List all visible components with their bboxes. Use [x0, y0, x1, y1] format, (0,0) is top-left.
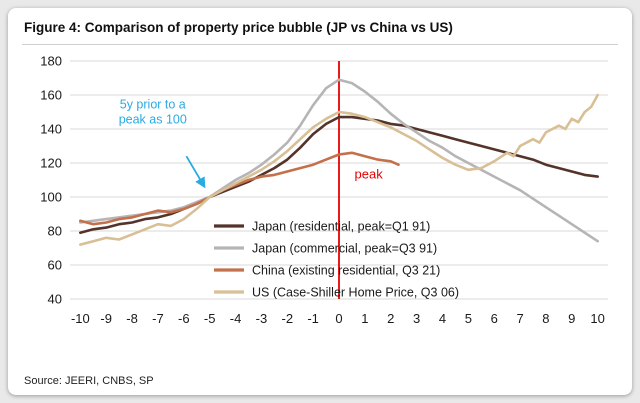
x-tick-label: 4	[439, 311, 446, 326]
y-tick-label: 160	[40, 88, 62, 103]
y-tick-label: 140	[40, 122, 62, 137]
x-tick-label: 6	[491, 311, 498, 326]
legend-label-japan-commercial: Japan (commercial, peak=Q3 91)	[252, 242, 437, 256]
x-tick-label: 5	[465, 311, 472, 326]
legend: Japan (residential, peak=Q1 91) Japan (co…	[214, 220, 459, 300]
chart-card: Figure 4: Comparison of property price b…	[8, 8, 632, 395]
x-tick-label: 10	[590, 311, 604, 326]
y-tick-label: 80	[48, 224, 62, 239]
x-tick-label: 1	[361, 311, 368, 326]
x-tick-label: -3	[256, 311, 268, 326]
series-china-existing-residential	[78, 151, 400, 226]
x-tick-label: 7	[516, 311, 523, 326]
peak-label: peak	[355, 166, 384, 181]
x-tick-label: -10	[71, 311, 90, 326]
series-us-case-shiller	[78, 93, 600, 246]
x-tick-label: 2	[387, 311, 394, 326]
legend-label-china-existing-residential: China (existing residential, Q3 21)	[252, 264, 440, 278]
x-tick-label: -1	[307, 311, 319, 326]
x-tick-label: -2	[281, 311, 293, 326]
y-tick-label: 180	[40, 54, 62, 69]
note-text-line: 5y prior to a	[120, 98, 186, 112]
price-bubble-chart: 40 60 80 100 120 140 160 180 -10 -9 -8 -7 -6 -5 -4 -3 -2…	[22, 47, 618, 373]
source-note: Source: JEERI, CNBS, SP	[24, 375, 154, 387]
note-text-line: peak as 100	[119, 113, 187, 127]
y-tick-label: 120	[40, 156, 62, 171]
x-tick-label: -5	[204, 311, 216, 326]
x-axis-labels: -10 -9 -8 -7 -6 -5 -4 -3 -2 -1 0 1 2 3 4 5 6 7 8 9 10	[71, 311, 605, 326]
x-tick-label: 0	[335, 311, 342, 326]
x-tick-label: -8	[126, 311, 138, 326]
note-arrow	[185, 155, 206, 189]
y-tick-label: 60	[48, 258, 62, 273]
legend-label-japan-residential: Japan (residential, peak=Q1 91)	[252, 220, 430, 234]
x-tick-label: 9	[568, 311, 575, 326]
x-tick-label: -4	[230, 311, 242, 326]
y-tick-label: 40	[48, 292, 62, 307]
figure-title: Figure 4: Comparison of property price b…	[22, 18, 618, 45]
y-tick-label: 100	[40, 190, 62, 205]
x-tick-label: -7	[152, 311, 164, 326]
x-tick-label: 3	[413, 311, 420, 326]
x-tick-label: -9	[100, 311, 112, 326]
x-tick-label: -6	[178, 311, 190, 326]
x-tick-label: 8	[542, 311, 549, 326]
legend-label-us-case-shiller: US (Case-Shiller Home Price, Q3 06)	[252, 286, 459, 300]
